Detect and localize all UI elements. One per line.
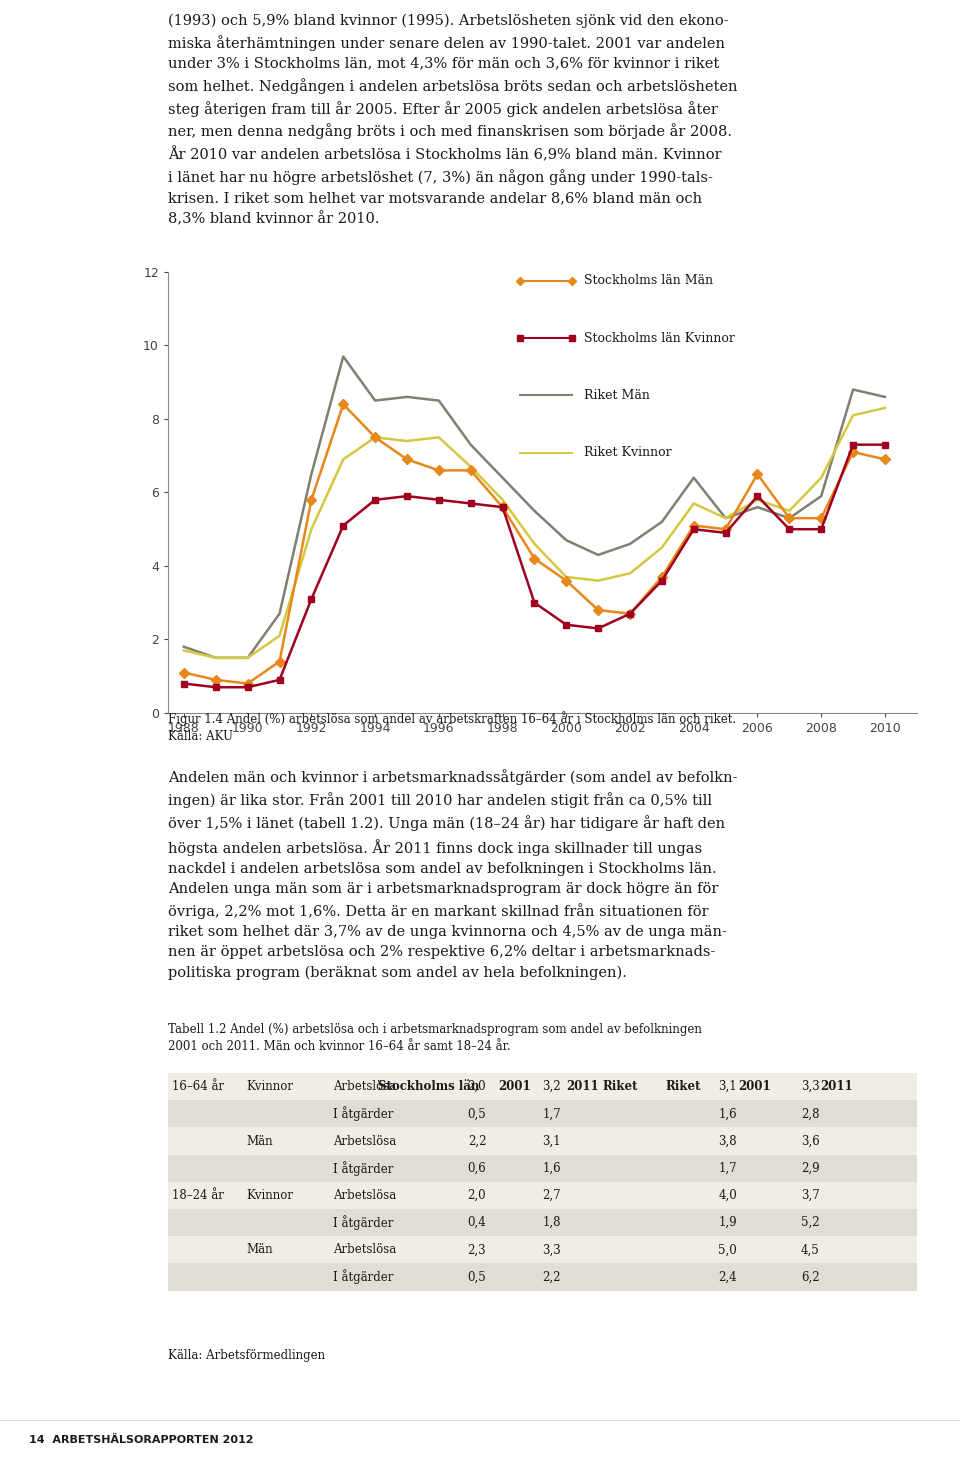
Text: 1,7: 1,7 — [718, 1161, 737, 1175]
Text: 2011: 2011 — [821, 1080, 853, 1094]
Text: I åtgärder: I åtgärder — [333, 1216, 393, 1230]
Text: 2,0: 2,0 — [468, 1189, 486, 1202]
Text: 14  ARBETSHÄLSORAPPORTEN 2012: 14 ARBETSHÄLSORAPPORTEN 2012 — [29, 1435, 253, 1445]
Text: 3,7: 3,7 — [801, 1189, 820, 1202]
Text: 3,1: 3,1 — [718, 1080, 737, 1094]
Text: 3,1: 3,1 — [542, 1135, 562, 1148]
Text: I åtgärder: I åtgärder — [333, 1107, 393, 1122]
Text: Källa: Arbetsförmedlingen: Källa: Arbetsförmedlingen — [168, 1349, 325, 1361]
Text: 0,4: 0,4 — [468, 1216, 486, 1229]
Text: Arbetslösa: Arbetslösa — [333, 1244, 396, 1257]
Text: 0,5: 0,5 — [468, 1107, 486, 1120]
Bar — [168, 1155, 917, 1182]
Text: 0,5: 0,5 — [468, 1270, 486, 1283]
Text: 3,8: 3,8 — [718, 1135, 737, 1148]
Text: Riket: Riket — [602, 1080, 637, 1094]
Text: 3,3: 3,3 — [801, 1080, 820, 1094]
Text: (1993) och 5,9% bland kvinnor (1995). Arbetslösheten sjönk vid den ekono-
miska : (1993) och 5,9% bland kvinnor (1995). Ar… — [168, 13, 737, 226]
Text: 2,0: 2,0 — [468, 1080, 486, 1094]
Text: 1,9: 1,9 — [718, 1216, 737, 1229]
Text: 3,6: 3,6 — [801, 1135, 820, 1148]
Text: 4,5: 4,5 — [801, 1244, 820, 1257]
Text: 3,2: 3,2 — [542, 1080, 562, 1094]
Text: Arbetslösa: Arbetslösa — [333, 1080, 396, 1094]
Text: Män: Män — [247, 1135, 274, 1148]
Text: I åtgärder: I åtgärder — [333, 1161, 393, 1176]
Text: 2,2: 2,2 — [468, 1135, 486, 1148]
Bar — [168, 1073, 917, 1100]
Text: 2,7: 2,7 — [542, 1189, 562, 1202]
Text: Arbetslösa: Arbetslösa — [333, 1135, 396, 1148]
Text: 2001: 2001 — [738, 1080, 771, 1094]
Text: 2,8: 2,8 — [801, 1107, 820, 1120]
Text: 2011: 2011 — [566, 1080, 599, 1094]
Text: 0,6: 0,6 — [468, 1161, 486, 1175]
Text: Figur 1.4 Andel (%) arbetslösa som andel av arbetskraften 16–64 år i Stockholms : Figur 1.4 Andel (%) arbetslösa som andel… — [168, 711, 736, 744]
Bar — [168, 1100, 917, 1127]
Bar — [168, 1264, 917, 1291]
Text: 2,4: 2,4 — [718, 1270, 737, 1283]
Text: Kvinnor: Kvinnor — [247, 1080, 294, 1094]
Text: 18–24 år: 18–24 år — [172, 1189, 224, 1202]
Text: Andelen män och kvinnor i arbetsmarknadssåtgärder (som andel av befolkn-
ingen) : Andelen män och kvinnor i arbetsmarknads… — [168, 770, 737, 979]
Text: Män: Män — [247, 1244, 274, 1257]
Text: 5,2: 5,2 — [801, 1216, 820, 1229]
Text: 4,0: 4,0 — [718, 1189, 737, 1202]
Text: Stockholms län Män: Stockholms län Män — [584, 275, 712, 287]
Text: Riket: Riket — [666, 1080, 702, 1094]
Bar — [168, 1073, 917, 1100]
Bar — [168, 1208, 917, 1236]
Text: I åtgärder: I åtgärder — [333, 1270, 393, 1285]
Text: Tabell 1.2 Andel (%) arbetslösa och i arbetsmarknadsprogram som andel av befolkn: Tabell 1.2 Andel (%) arbetslösa och i ar… — [168, 1023, 702, 1053]
Text: 1,6: 1,6 — [542, 1161, 562, 1175]
Text: 1,7: 1,7 — [542, 1107, 562, 1120]
Text: 1,6: 1,6 — [718, 1107, 737, 1120]
Text: 2,2: 2,2 — [542, 1270, 562, 1283]
Text: Riket Män: Riket Män — [584, 390, 650, 401]
Text: Stockholms län Kvinnor: Stockholms län Kvinnor — [584, 332, 734, 344]
Bar — [168, 1127, 917, 1155]
Text: 2,9: 2,9 — [801, 1161, 820, 1175]
Text: 16–64 år: 16–64 år — [172, 1080, 224, 1094]
Text: 6,2: 6,2 — [801, 1270, 820, 1283]
Text: 3,3: 3,3 — [542, 1244, 562, 1257]
Text: Arbetslösa: Arbetslösa — [333, 1189, 396, 1202]
Text: Riket Kvinnor: Riket Kvinnor — [584, 447, 671, 459]
Text: Kvinnor: Kvinnor — [247, 1189, 294, 1202]
Text: 1,8: 1,8 — [542, 1216, 562, 1229]
Text: Stockholms län: Stockholms län — [377, 1080, 479, 1094]
Text: 2001: 2001 — [498, 1080, 531, 1094]
Bar — [168, 1182, 917, 1208]
Text: 5,0: 5,0 — [718, 1244, 737, 1257]
Text: 2,3: 2,3 — [468, 1244, 486, 1257]
Bar — [168, 1236, 917, 1264]
